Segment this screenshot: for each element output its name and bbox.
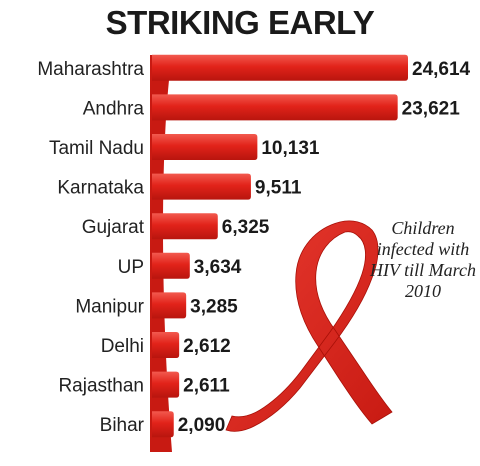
- bar: [152, 94, 398, 121]
- bar: [152, 411, 174, 438]
- value-label: 9,511: [255, 178, 302, 199]
- value-label: 3,634: [194, 257, 242, 278]
- bar: [152, 332, 180, 358]
- value-label: 24,614: [412, 59, 471, 80]
- value-label: 10,131: [261, 138, 320, 159]
- bar: [152, 292, 187, 319]
- chart-annotation: Children infected with HIV till March 20…: [370, 218, 476, 301]
- bar: [152, 213, 218, 240]
- value-label: 2,611: [183, 376, 230, 397]
- bar: [152, 371, 180, 398]
- value-label: 2,612: [183, 336, 231, 357]
- category-label: Manipur: [75, 296, 144, 317]
- bar: [152, 134, 258, 160]
- bar: [152, 54, 408, 81]
- bar: [152, 252, 190, 279]
- category-label: Andhra: [83, 98, 145, 119]
- category-label: UP: [118, 257, 144, 278]
- category-label: Gujarat: [82, 217, 145, 238]
- category-label: Tamil Nadu: [49, 138, 144, 159]
- red-ribbon-icon: [225, 220, 393, 432]
- category-label: Rajasthan: [58, 376, 144, 397]
- category-label: Maharashtra: [37, 59, 144, 80]
- value-label: 23,621: [402, 98, 461, 119]
- value-label: 2,090: [178, 415, 226, 436]
- bar: [152, 173, 251, 200]
- chart-title: STRIKING EARLY: [105, 4, 375, 41]
- category-label: Delhi: [101, 336, 144, 357]
- category-label: Karnataka: [57, 178, 144, 199]
- value-label: 6,325: [222, 217, 270, 238]
- category-label: Bihar: [100, 415, 145, 436]
- value-label: 3,285: [190, 296, 238, 317]
